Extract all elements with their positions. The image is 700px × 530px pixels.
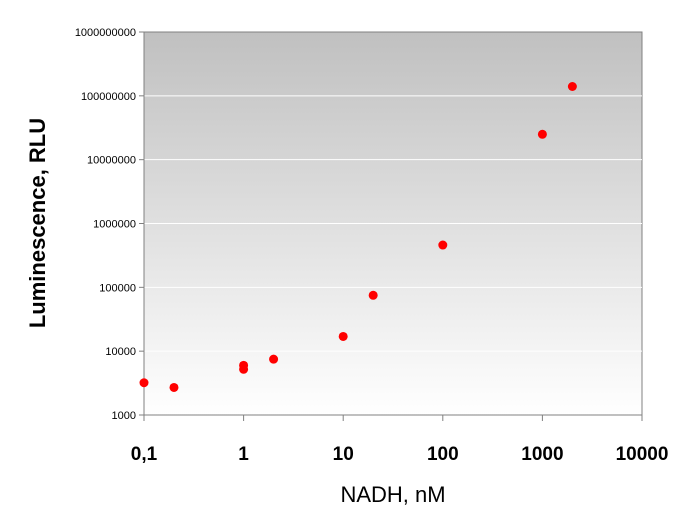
y-tick-label: 1000000 [93,219,136,231]
x-tick-label: 10000 [616,444,669,465]
y-axis-ticks: 1000 10000 100000 1000000 10000000 100000000 1… [75,27,144,422]
data-point [338,331,348,341]
x-tick-label: 0,1 [131,444,158,465]
y-tick-label: 1000000000 [75,27,136,39]
data-point [169,382,179,392]
y-tick-label: 10000 [105,346,136,358]
data-point [269,354,279,364]
data-point [438,240,448,250]
data-point [139,378,149,388]
y-tick-label: 100000000 [81,91,136,103]
x-tick-label: 10 [333,444,354,465]
x-tick-label: 1000 [521,444,563,465]
y-tick-label: 10000000 [87,155,136,167]
y-tick-label: 100000 [99,282,136,294]
x-tick-label: 1 [238,444,249,465]
x-axis-label: NADH, nM [340,482,445,507]
gridlines [144,95,642,352]
y-axis-label: Luminescence, RLU [25,118,50,328]
y-tick-label: 1000 [112,410,136,422]
data-point [239,364,249,374]
data-point [567,82,577,92]
x-tick-label: 100 [427,444,459,465]
data-point [537,129,547,139]
data-point [368,290,378,300]
x-axis-ticks: 0,1 1 10 100 1000 10000 [131,415,669,465]
data-points [139,82,577,392]
